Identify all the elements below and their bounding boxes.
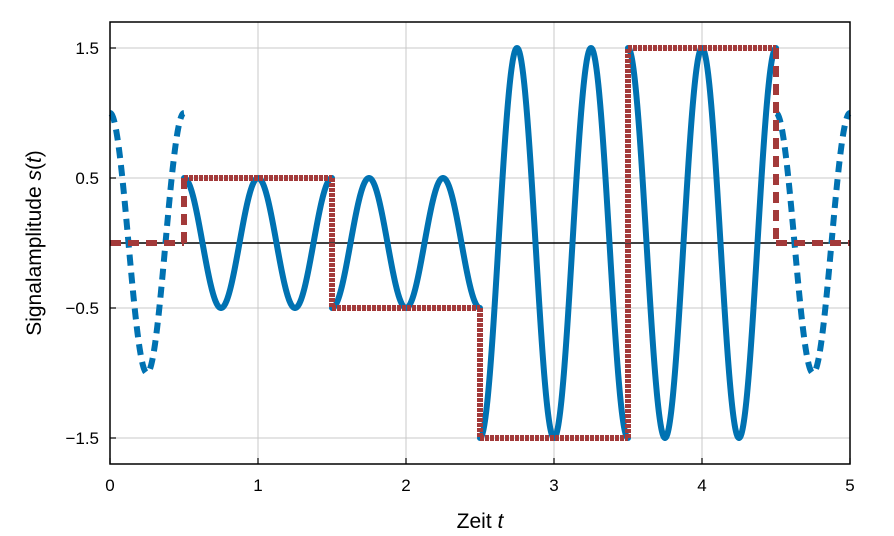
symbol-amplitude-series <box>110 45 850 441</box>
x-axis-label: Zeit t <box>457 510 505 533</box>
y-tick-label-3: −1.5 <box>65 429 99 448</box>
x-tick-label-1: 1 <box>253 476 262 495</box>
y-tick-label-1: 0.5 <box>75 169 99 188</box>
axis-ticks: 0 1 2 3 4 5 1.5 0.5 −0.5 −1.5 <box>65 39 854 495</box>
plot-frame <box>109 21 851 465</box>
x-tick-label-0: 0 <box>105 476 114 495</box>
x-tick-label-2: 2 <box>401 476 410 495</box>
y-tick-label-0: 1.5 <box>75 39 99 58</box>
x-tick-label-3: 3 <box>549 476 558 495</box>
y-tick-label-2: −0.5 <box>65 299 99 318</box>
y-axis-label: Signalamplitude s(t) <box>23 150 46 336</box>
x-tick-label-5: 5 <box>845 476 854 495</box>
x-tick-label-4: 4 <box>697 476 706 495</box>
